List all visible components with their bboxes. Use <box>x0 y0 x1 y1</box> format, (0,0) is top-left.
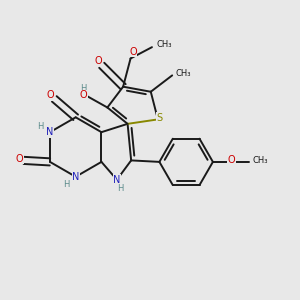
Text: O: O <box>95 56 103 66</box>
Text: H: H <box>37 122 44 131</box>
Text: N: N <box>46 127 54 137</box>
Text: O: O <box>227 155 235 165</box>
Text: O: O <box>80 90 87 100</box>
Text: O: O <box>47 90 55 100</box>
Text: O: O <box>16 154 23 164</box>
Text: CH₃: CH₃ <box>176 69 191 78</box>
Text: H: H <box>64 180 70 189</box>
Text: CH₃: CH₃ <box>156 40 172 49</box>
Text: S: S <box>156 113 163 123</box>
Text: O: O <box>129 47 137 57</box>
Text: CH₃: CH₃ <box>253 156 268 165</box>
Text: H: H <box>80 84 87 93</box>
Text: N: N <box>113 175 121 185</box>
Text: N: N <box>72 172 80 182</box>
Text: H: H <box>117 184 124 193</box>
